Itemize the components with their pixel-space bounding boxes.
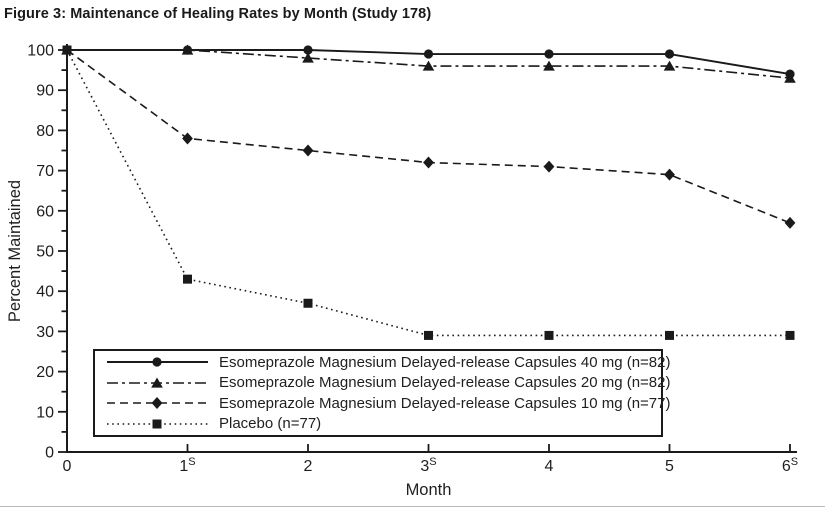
legend-line-sample-triangle-icon [107, 377, 208, 388]
square-marker [544, 330, 554, 340]
square-marker [785, 330, 795, 340]
legend-item-esomeprazole-10mg: Esomeprazole Magnesium Delayed-release C… [105, 393, 670, 413]
x-tick-label: 6S [782, 456, 798, 475]
y-axis: 0 10 20 30 40 50 60 70 80 90 100 [27, 43, 67, 462]
x-tick-label: 2 [304, 458, 313, 475]
square-marker [62, 45, 72, 55]
legend-label: Esomeprazole Magnesium Delayed-release C… [219, 353, 671, 371]
circle-marker [664, 49, 675, 59]
circle-marker [303, 45, 313, 55]
legend-line-sample-square-icon [107, 419, 208, 429]
x-tick-label: 0 [63, 458, 72, 475]
square-marker [183, 274, 192, 284]
diamond-marker [302, 144, 314, 157]
diamond-marker [664, 168, 675, 181]
legend-item-esomeprazole-20mg: Esomeprazole Magnesium Delayed-release C… [105, 373, 670, 393]
square-marker [303, 298, 313, 308]
circle-marker [544, 49, 554, 59]
y-tick-label: 40 [36, 284, 54, 301]
y-tick-label: 0 [45, 445, 54, 462]
y-axis-title: Percent Maintained [6, 180, 24, 322]
triangle-marker [181, 44, 194, 55]
triangle-marker [422, 60, 435, 71]
y-tick-label: 50 [36, 244, 54, 261]
x-tick-label: 1S [179, 456, 195, 475]
triangle-marker [663, 60, 676, 71]
legend-item-esomeprazole-40mg: Esomeprazole Magnesium Delayed-release C… [105, 352, 670, 372]
legend-line-sample-circle-icon [107, 357, 208, 367]
square-marker [424, 330, 433, 340]
y-tick-label: 10 [36, 404, 54, 421]
legend-label: Esomeprazole Magnesium Delayed-release C… [219, 374, 671, 392]
diamond-marker [423, 156, 434, 169]
circle-marker [152, 357, 162, 367]
legend-label: Placebo (n=77) [219, 415, 322, 433]
triangle-marker [784, 72, 796, 83]
square-marker [665, 330, 674, 340]
x-tick-label: 4 [545, 458, 554, 475]
triangle-marker [302, 52, 314, 63]
circle-marker [423, 49, 434, 59]
legend-item-placebo: Placebo (n=77) [105, 414, 661, 434]
chart-legend: Esomeprazole Magnesium Delayed-release C… [93, 349, 670, 437]
x-tick-label: 3S [420, 456, 436, 475]
y-tick-label: 90 [36, 83, 54, 100]
series-line-placebo [66, 49, 790, 337]
x-tick-label: 5 [665, 458, 674, 475]
y-tick-label: 80 [36, 123, 54, 140]
y-tick-label: 20 [36, 364, 54, 381]
diamond-marker [543, 160, 555, 173]
diamond-marker [182, 132, 193, 145]
y-tick-label: 70 [36, 163, 54, 180]
y-tick-label: 30 [36, 324, 54, 341]
x-axis: 0 1S 2 3S 4 5 6S [63, 444, 798, 475]
triangle-marker [151, 377, 163, 388]
diamond-marker [784, 216, 796, 229]
triangle-marker [543, 60, 555, 71]
series-esomeprazole-10mg [61, 44, 796, 229]
y-tick-label: 60 [36, 203, 54, 220]
square-marker [152, 419, 162, 429]
figure-title: Figure 3: Maintenance of Healing Rates b… [4, 6, 432, 22]
diamond-marker [151, 397, 163, 410]
series-line-esomeprazole-10mg [66, 49, 791, 224]
legend-label: Esomeprazole Magnesium Delayed-release C… [219, 394, 671, 412]
x-axis-title: Month [406, 481, 452, 499]
legend-line-sample-diamond-icon [107, 397, 208, 410]
y-tick-label: 100 [27, 43, 54, 60]
series-placebo [62, 45, 795, 340]
